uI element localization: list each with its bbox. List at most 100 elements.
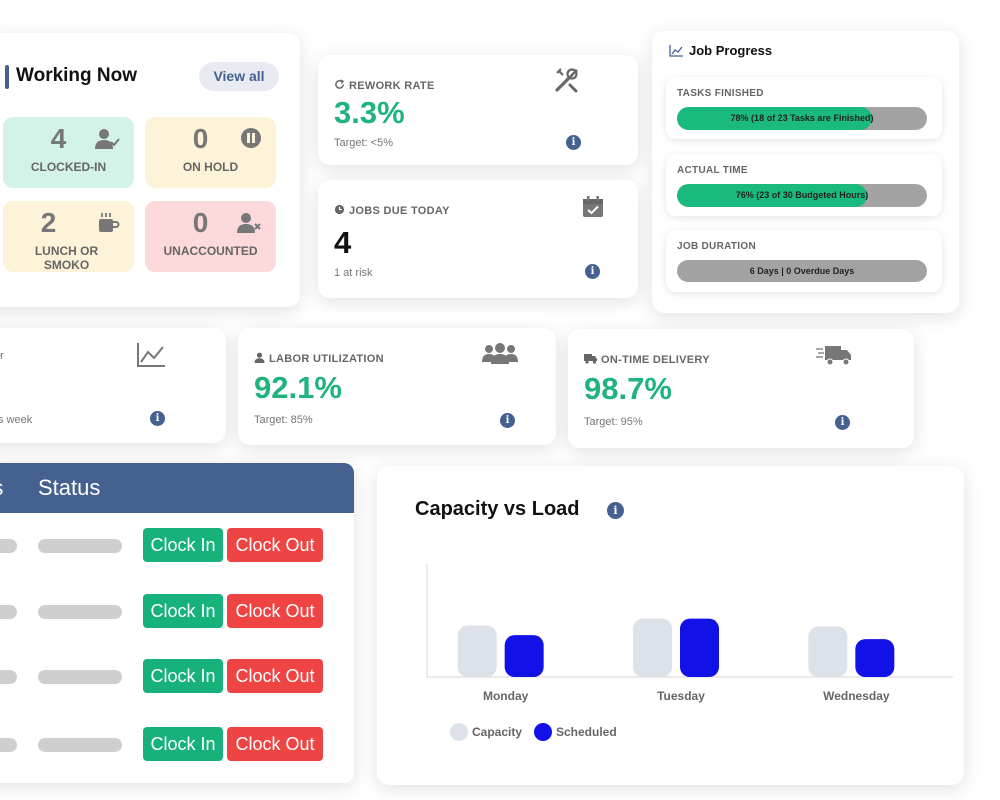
- lunch-count: 2: [40, 207, 57, 238]
- clock-in-button[interactable]: Clock In: [143, 528, 223, 562]
- clock-out-button[interactable]: Clock Out: [227, 659, 323, 693]
- placeholder-cell: [0, 605, 17, 619]
- legend-label-scheduled: Scheduled: [556, 725, 617, 739]
- jobs-at-risk: 1 at risk: [334, 267, 373, 279]
- clocked-in-tile[interactable]: 4 CLOCKED-IN: [3, 117, 134, 188]
- legend-swatch-capacity: [450, 723, 468, 741]
- placeholder-cell: [0, 539, 17, 553]
- placeholder-cell: [0, 670, 17, 684]
- bar-capacity-wednesday: [808, 626, 848, 677]
- working-now-card: Working Now View all 4 CLOCKED-IN 0 ON H…: [0, 33, 300, 307]
- rework-rate-target: Target: <5%: [334, 137, 394, 149]
- bar-scheduled-monday: [504, 635, 544, 677]
- table-header-col1: rs: [0, 475, 3, 501]
- legend-swatch-scheduled: [534, 723, 552, 741]
- clock-table-card: rs Status Clock In Clock Out Clock In Cl…: [0, 463, 354, 783]
- rework-rate-value: 3.3%: [334, 95, 405, 130]
- lunch-label: LUNCH OR SMOKO: [34, 244, 99, 272]
- legend-label-capacity: Capacity: [472, 725, 522, 739]
- table-row: Clock In Clock Out: [0, 725, 354, 765]
- partial-kpi-sub: s week: [0, 414, 33, 426]
- on-time-info-icon[interactable]: i: [835, 415, 850, 430]
- refresh-icon: [334, 79, 345, 93]
- labor-info-icon[interactable]: i: [500, 413, 515, 428]
- tasks-finished-progress: 78% (18 of 23 Tasks are Finished): [677, 107, 927, 130]
- tasks-finished-fill: [677, 107, 872, 130]
- table-row: Clock In Clock Out: [0, 657, 354, 697]
- user-icon: [254, 352, 265, 366]
- jobs-due-info-icon[interactable]: i: [585, 264, 600, 279]
- line-chart-icon: [136, 342, 166, 373]
- actual-time-fill: [677, 184, 867, 207]
- unaccounted-label: UNACCOUNTED: [163, 244, 258, 258]
- placeholder-status: [38, 539, 122, 553]
- actual-time-item: ACTUAL TIME 76% (23 of 30 Budgeted Hours…: [666, 154, 942, 216]
- clock-in-button[interactable]: Clock In: [143, 727, 223, 761]
- job-duration-text: 6 Days | 0 Overdue Days: [749, 266, 855, 276]
- labor-utilization-target: Target: 85%: [254, 414, 313, 426]
- rework-info-icon[interactable]: i: [566, 135, 581, 150]
- user-x-icon: [236, 211, 262, 240]
- actual-time-text: 76% (23 of 30 Budgeted Hours): [735, 190, 869, 200]
- bar-capacity-monday: [457, 625, 497, 677]
- table-row: Clock In Clock Out: [0, 592, 354, 632]
- lunch-tile[interactable]: 2 LUNCH OR SMOKO: [3, 201, 134, 272]
- users-icon: [482, 342, 518, 371]
- on-time-delivery-label: ON-TIME DELIVERY: [584, 353, 710, 367]
- partial-kpi-label: r: [0, 350, 4, 362]
- pause-icon: [240, 127, 262, 154]
- tasks-finished-item: TASKS FINISHED 78% (18 of 23 Tasks are F…: [666, 77, 942, 139]
- truck-icon: [816, 343, 852, 372]
- on-time-delivery-target: Target: 95%: [584, 416, 643, 428]
- clock-out-button[interactable]: Clock Out: [227, 594, 323, 628]
- x-tick-label: Monday: [483, 689, 529, 703]
- jobs-due-value: 4: [334, 225, 352, 260]
- job-progress-title: Job Progress: [669, 43, 772, 60]
- clock-icon: [334, 204, 345, 218]
- x-tick-label: Tuesday: [657, 689, 705, 703]
- bar-capacity-tuesday: [633, 618, 672, 677]
- table-header: rs Status: [0, 463, 354, 513]
- capacity-vs-load-card: Monday Tuesday Wednesday Capacity Scheduled …: [377, 466, 964, 785]
- clock-out-button[interactable]: Clock Out: [227, 727, 323, 761]
- on-hold-label: ON HOLD: [182, 160, 239, 174]
- rework-rate-label: REWORK RATE: [334, 79, 435, 93]
- clock-out-button[interactable]: Clock Out: [227, 528, 323, 562]
- clock-in-button[interactable]: Clock In: [143, 594, 223, 628]
- on-time-delivery-value: 98.7%: [584, 371, 672, 406]
- actual-time-label: ACTUAL TIME: [677, 165, 748, 176]
- calendar-check-icon: [581, 195, 605, 224]
- clock-in-button[interactable]: Clock In: [143, 659, 223, 693]
- on-hold-count: 0: [192, 123, 209, 154]
- partial-info-icon[interactable]: i: [150, 411, 165, 426]
- tasks-finished-label: TASKS FINISHED: [677, 88, 764, 99]
- jobs-due-today-card: JOBS DUE TODAY 4 1 at risk i: [318, 180, 638, 298]
- partial-kpi-card: r s week i: [0, 328, 226, 443]
- tasks-finished-text: 78% (18 of 23 Tasks are Finished): [730, 113, 874, 123]
- bar-scheduled-tuesday: [680, 618, 719, 677]
- coffee-icon: [96, 211, 120, 240]
- labor-utilization-label: LABOR UTILIZATION: [254, 352, 384, 366]
- chart-title: Capacity vs Load: [415, 498, 580, 520]
- job-duration-progress: 6 Days | 0 Overdue Days: [677, 260, 927, 282]
- rework-rate-card: REWORK RATE 3.3% Target: <5% i: [318, 55, 638, 165]
- placeholder-status: [38, 605, 122, 619]
- job-progress-card: Job Progress TASKS FINISHED 78% (18 of 2…: [652, 31, 959, 313]
- job-duration-label: JOB DURATION: [677, 241, 756, 252]
- labor-utilization-card: LABOR UTILIZATION 92.1% Target: 85% i: [238, 328, 556, 445]
- actual-time-progress: 76% (23 of 30 Budgeted Hours): [677, 184, 927, 207]
- unaccounted-count: 0: [192, 207, 209, 238]
- title-accent-bar: [5, 65, 9, 89]
- placeholder-status: [38, 670, 122, 684]
- placeholder-cell: [0, 738, 17, 752]
- working-now-title: Working Now: [16, 65, 138, 86]
- chart-info-icon[interactable]: i: [607, 502, 624, 519]
- on-hold-tile[interactable]: 0 ON HOLD: [145, 117, 276, 188]
- job-duration-item: JOB DURATION 6 Days | 0 Overdue Days: [666, 230, 942, 292]
- truck-small-icon: [584, 353, 597, 367]
- view-all-button[interactable]: View all: [199, 62, 279, 91]
- trend-icon: [669, 45, 683, 60]
- x-tick-label: Wednesday: [823, 689, 890, 703]
- unaccounted-tile[interactable]: 0 UNACCOUNTED: [145, 201, 276, 272]
- clocked-in-count: 4: [50, 123, 67, 154]
